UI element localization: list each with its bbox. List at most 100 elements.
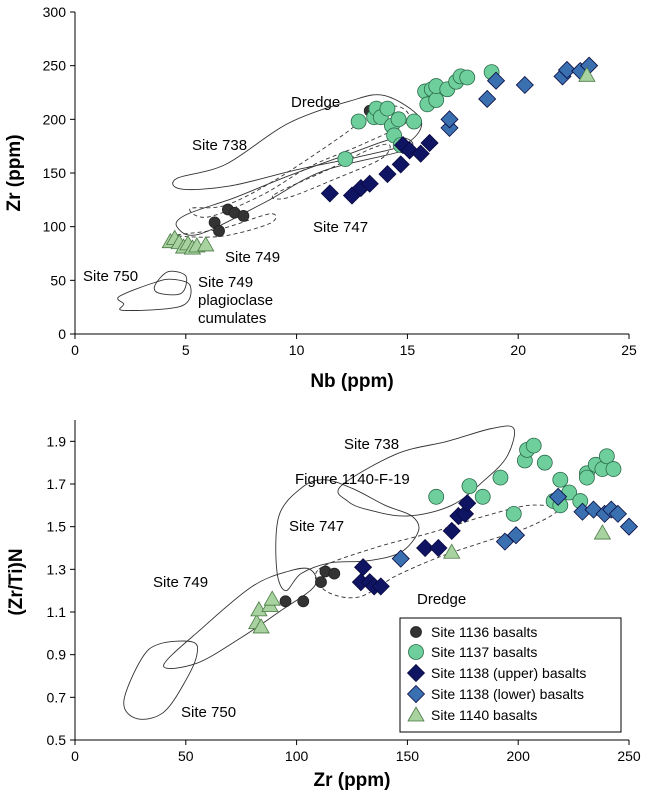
site-1136-point — [213, 225, 225, 237]
y-tick-label: 50 — [50, 272, 66, 288]
region-outline-4 — [271, 143, 391, 200]
legend-marker-site-1137 — [408, 644, 424, 660]
region-label-site-747: Site 747 — [289, 518, 344, 535]
site-1138-upper-point — [320, 184, 339, 203]
site-1138-lower-point — [486, 71, 506, 90]
site-1137-point — [461, 478, 478, 495]
region-label-site-738: Site 738 — [192, 137, 247, 154]
chart1-regions — [117, 94, 423, 311]
site-1137-point — [525, 437, 542, 454]
site-1137-point — [474, 488, 491, 505]
site-1138-upper-point — [420, 133, 439, 153]
site-1137-point — [598, 448, 615, 465]
site-1136-point — [328, 567, 341, 580]
chart1-x-axis-label: Nb (ppm) — [310, 371, 393, 392]
site-1137-point — [552, 471, 569, 488]
y-tick-label: 150 — [43, 165, 67, 181]
y-tick-label: 1.9 — [47, 433, 67, 449]
site-1138-upper-point — [378, 165, 397, 184]
region-outline-7 — [153, 270, 188, 296]
site-1137-point — [406, 113, 422, 130]
region-label-site-738: Site 738 — [344, 436, 399, 453]
x-tick-label: 0 — [71, 342, 79, 358]
site-1138-lower-point — [549, 487, 568, 506]
x-tick-label: 25 — [621, 342, 637, 358]
x-tick-label: 5 — [182, 342, 190, 358]
site-1138-lower-point — [391, 549, 410, 568]
site-1138-lower-point — [506, 526, 526, 545]
x-tick-label: 250 — [617, 748, 641, 764]
y-tick-label: 1.1 — [47, 604, 67, 620]
y-tick-label: 1.5 — [47, 519, 67, 535]
chart2-regions — [123, 425, 559, 720]
site-1137-point — [492, 469, 509, 486]
site-1138-upper-point — [371, 577, 390, 596]
region-label-dredge: Dredge — [417, 591, 466, 608]
region-label-site-750: Site 750 — [181, 704, 236, 721]
region-outline-5 — [123, 640, 199, 720]
legend-box — [399, 617, 622, 733]
y-tick-label: 300 — [43, 4, 67, 20]
region-label-site-747: Site 747 — [313, 219, 368, 236]
x-tick-label: 100 — [285, 748, 309, 764]
site-1137-point — [578, 469, 595, 486]
site-1137-point — [605, 461, 622, 477]
region-label-site-749-cumulates-1: Site 749 — [198, 274, 253, 291]
site-1137-point — [390, 111, 407, 128]
region-outline-2 — [275, 479, 420, 592]
y-tick-label: 1.7 — [47, 476, 67, 492]
site-1138-upper-point — [416, 538, 435, 558]
site-1138-lower-point — [557, 60, 577, 80]
site-1138-upper-point — [458, 494, 477, 513]
x-tick-label: 10 — [289, 342, 305, 358]
site-1138-lower-point — [440, 110, 459, 129]
chart-zr-zrtin: 0 50 100 150 200 2500.50.70.91.11.31.51.71.9 … — [6, 420, 641, 791]
chart2-y-axis-label: (Zr/Ti)N — [6, 548, 27, 615]
chart1-points — [161, 56, 599, 255]
chart1-region-labels: Dredge Site 738 Site 747 Site 749 Site 7… — [83, 94, 368, 327]
legend-label-site-1138-lower: Site 1138 (lower) basalts — [431, 686, 584, 702]
site-1140-point — [578, 66, 596, 82]
site-1140-point — [443, 543, 461, 559]
site-1138-lower-point — [515, 75, 534, 95]
y-tick-label: 0.7 — [47, 689, 67, 705]
site-1140-point — [593, 524, 612, 540]
site-1137-point — [337, 151, 354, 167]
site-1138-upper-point — [354, 558, 373, 577]
chart2-points — [248, 437, 639, 634]
x-tick-label: 0 — [71, 748, 79, 764]
chart2-x-axis-label: Zr (ppm) — [313, 770, 390, 791]
legend-marker-site-1136 — [410, 626, 422, 638]
region-outline-5 — [176, 213, 277, 238]
site-1136-point — [279, 595, 292, 608]
x-tick-label: 50 — [178, 748, 194, 764]
site-1138-upper-point — [360, 174, 379, 193]
chart2-axes: 0 50 100 150 200 250 0.5 0.7 0.9 1.1 1.3 1.5 1.7 1.9 — [47, 420, 641, 764]
chart1-y-axis-label: Zr (ppm) — [4, 134, 25, 211]
legend-marker-site-1138-upper — [406, 663, 426, 683]
region-label-dredge: Dredge — [291, 94, 340, 111]
region-label-site-749-cumulates-3: cumulates — [198, 310, 266, 327]
x-tick-label: 150 — [396, 748, 420, 764]
legend-label-site-1136: Site 1136 basalts — [431, 624, 537, 640]
y-tick-label: 0.5 — [47, 732, 67, 748]
legend-label-site-1137: Site 1137 basalts — [431, 644, 537, 660]
site-1138-lower-point — [608, 504, 627, 523]
site-1136-point — [315, 576, 327, 589]
x-tick-label: 200 — [507, 748, 531, 764]
site-1137-point — [505, 505, 522, 522]
site-1137-point — [350, 113, 367, 130]
site-1138-lower-point — [478, 89, 497, 109]
region-outline-1 — [337, 425, 515, 517]
site-1137-point — [459, 69, 476, 86]
site-1140-point — [252, 618, 270, 634]
chart2-legend: Site 1136 basalts Site 1137 basalts Site… — [399, 617, 622, 733]
legend-label-site-1138-upper: Site 1138 (upper) basalts — [431, 665, 586, 681]
site-1138-upper-point — [442, 521, 461, 540]
region-label-site-749: Site 749 — [225, 249, 280, 266]
site-1136-point — [237, 210, 250, 222]
site-1138-lower-point — [619, 517, 639, 536]
